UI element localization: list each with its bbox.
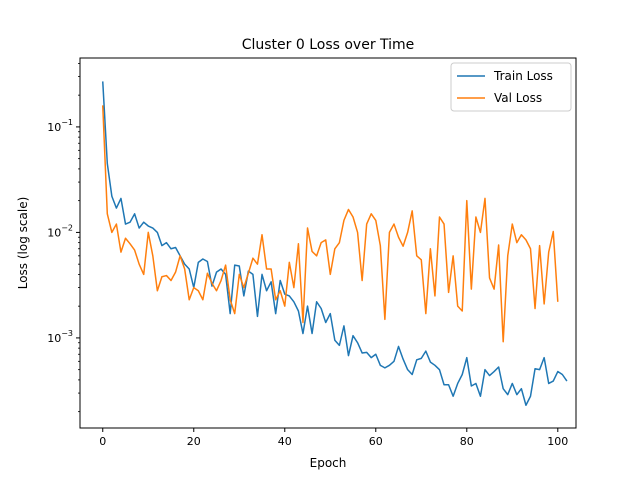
legend-box — [450, 62, 572, 112]
y-axis: 10−310−210−1 — [47, 62, 80, 413]
y-tick-base: 10 — [47, 332, 61, 345]
legend: Train Loss Val Loss — [450, 62, 572, 112]
chart-title: Cluster 0 Loss over Time — [242, 37, 415, 53]
x-tick-label: 40 — [278, 435, 292, 448]
x-axis: 0 20 40 60 80 100 — [99, 428, 568, 448]
y-axis-label: Loss (log scale) — [16, 197, 30, 290]
axes-frame — [79, 57, 577, 429]
legend-entry: Train Loss — [493, 69, 553, 83]
x-axis-label: Epoch — [310, 456, 347, 470]
x-tick-label: 80 — [460, 435, 474, 448]
series-line-val-loss — [102, 105, 559, 343]
x-tick-label: 60 — [369, 435, 383, 448]
x-tick-label: 0 — [99, 435, 106, 448]
y-tick-base: 10 — [47, 226, 61, 239]
y-tick-exponent: −1 — [61, 118, 73, 127]
legend-entry: Val Loss — [494, 91, 542, 105]
y-tick-label: 10−1 — [47, 118, 73, 134]
y-tick-label: 10−2 — [47, 223, 73, 239]
y-tick-base: 10 — [47, 121, 61, 134]
x-tick-label: 100 — [547, 435, 568, 448]
y-tick-exponent: −2 — [61, 223, 73, 232]
y-tick-exponent: −3 — [61, 329, 73, 338]
x-tick-label: 20 — [187, 435, 201, 448]
plot-area — [102, 81, 568, 406]
y-tick-label: 10−3 — [47, 329, 73, 345]
